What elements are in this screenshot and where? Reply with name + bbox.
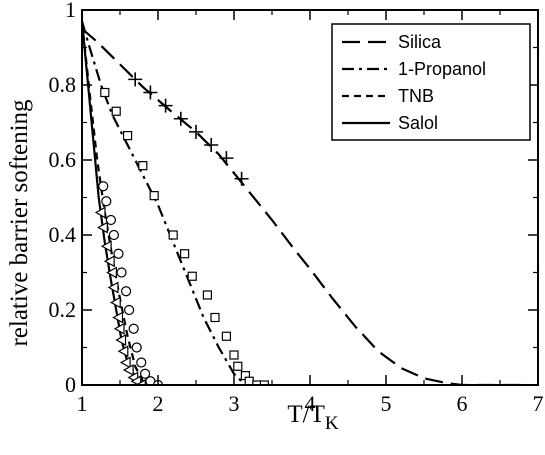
marker-square: [233, 361, 243, 371]
marker-circle: [113, 248, 124, 259]
marker-triangle: [113, 322, 125, 335]
x-tick-label: 7: [533, 391, 544, 416]
y-tick-label: 0.6: [49, 147, 77, 172]
marker-square: [259, 380, 269, 385]
series-1-propanol: [82, 20, 269, 385]
series-salol: [82, 21, 146, 385]
marker-plus: [173, 111, 188, 126]
marker-square: [180, 249, 190, 259]
legend-box: [331, 23, 531, 141]
legend-label-salol: Salol: [398, 113, 438, 133]
marker-plus: [128, 72, 143, 87]
marker-plus: [158, 98, 173, 113]
legend: Silica 1-Propanol TNB Salol: [331, 23, 531, 141]
series-silica: [82, 27, 523, 385]
marker-circle: [131, 342, 142, 353]
x-tick-label: 2: [153, 391, 164, 416]
marker-triangle: [107, 281, 119, 294]
marker-circle: [108, 229, 120, 241]
marker-triangle: [97, 221, 108, 234]
marker-circle: [120, 286, 132, 297]
marker-circle: [139, 368, 151, 379]
marker-triangle: [115, 333, 127, 347]
marker-triangle: [119, 356, 131, 369]
plot-data-layer: [82, 20, 523, 385]
marker-triangle: [100, 240, 112, 253]
y-axis-title: relative barrier softening: [6, 99, 33, 347]
marker-square: [229, 350, 239, 360]
series-tnb: [82, 21, 164, 385]
marker-square: [168, 230, 178, 240]
marker-circle: [128, 323, 139, 334]
marker-triangle: [109, 296, 121, 309]
marker-square: [138, 161, 148, 171]
marker-triangle: [122, 363, 134, 377]
legend-label-tnb: TNB: [398, 86, 434, 106]
y-tick-label: 1: [65, 0, 76, 22]
x-axis-title-subscript: K: [325, 413, 339, 434]
x-tick-label: 1: [77, 391, 88, 416]
marker-square: [210, 312, 220, 323]
marker-square: [122, 131, 133, 141]
marker-triangle: [94, 206, 106, 219]
y-tick-label: 0.2: [49, 297, 77, 322]
marker-plus: [189, 124, 203, 139]
marker-circle: [98, 181, 109, 192]
marker-triangle: [135, 378, 146, 385]
marker-square: [187, 271, 197, 281]
marker-plus: [143, 85, 158, 100]
marker-plus: [204, 138, 219, 152]
x-tick-label: 5: [381, 391, 392, 416]
marker-circle: [116, 267, 127, 278]
y-tick-label: 0: [65, 372, 76, 397]
axis-ticks: 1 2 3 4 5 6 7 0 0.2 0.4 0.6 0.8 1: [49, 0, 544, 416]
marker-plus: [219, 151, 234, 166]
y-tick-label: 0.8: [49, 72, 77, 97]
x-axis-title: T/TK: [287, 401, 339, 434]
marker-circle: [124, 304, 135, 316]
marker-circle: [105, 214, 116, 226]
y-tick-label: 0.4: [49, 222, 77, 247]
x-tick-label: 6: [457, 391, 468, 416]
marker-triangle: [103, 255, 115, 268]
marker-plus: [234, 171, 249, 186]
x-tick-label: 3: [229, 391, 240, 416]
marker-triangle: [106, 266, 117, 279]
x-axis-title-main: T/T: [287, 401, 325, 428]
x-tick-label: 4: [305, 391, 316, 416]
marker-triangle: [112, 311, 124, 324]
marker-circle: [136, 357, 147, 368]
legend-label-1-propanol: 1-Propanol: [398, 59, 486, 79]
marker-circle: [101, 196, 112, 207]
legend-label-silica: Silica: [398, 32, 442, 52]
marker-square: [252, 380, 262, 385]
marker-square: [221, 331, 231, 341]
marker-square: [149, 191, 159, 201]
marker-triangle: [130, 375, 142, 385]
marker-square: [202, 290, 212, 300]
marker-triangle: [117, 345, 129, 358]
marker-square: [100, 87, 110, 98]
marker-square: [111, 106, 121, 116]
